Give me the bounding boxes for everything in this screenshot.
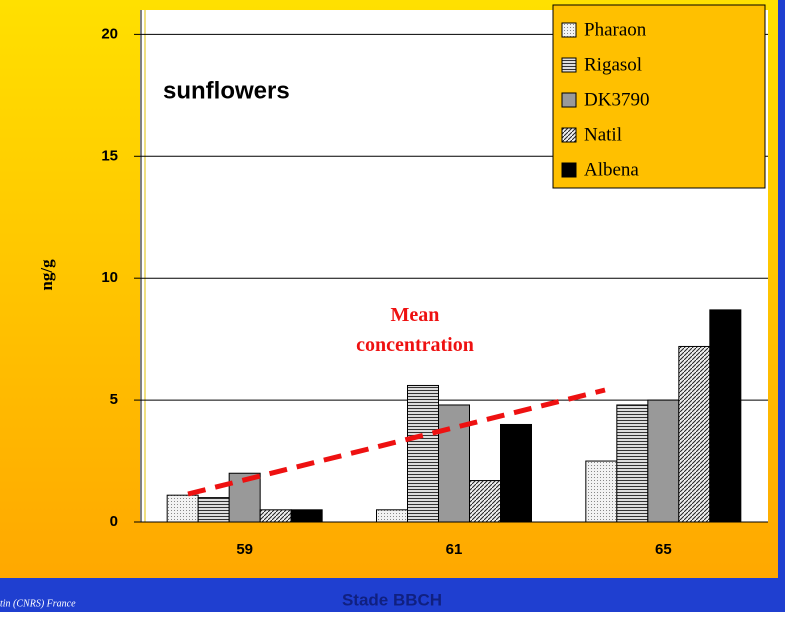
y-tick-label: 15 — [101, 147, 118, 164]
legend-label: Natil — [584, 124, 622, 145]
y-tick-label: 0 — [110, 513, 118, 530]
legend-label: DK3790 — [584, 89, 649, 110]
legend-label: Albena — [584, 159, 639, 180]
footer: tin (CNRS) France — [0, 598, 76, 609]
bar — [407, 384, 439, 523]
bar — [709, 309, 742, 523]
bar — [469, 480, 501, 523]
bar — [290, 509, 323, 523]
legend-swatch — [561, 92, 577, 108]
bar — [678, 345, 711, 523]
bar — [647, 399, 680, 523]
legend-label: Pharaon — [584, 19, 647, 40]
y-tick-label: 20 — [101, 25, 118, 42]
legend-swatch — [561, 162, 577, 178]
bar — [616, 404, 649, 523]
legend-box — [552, 4, 766, 189]
y-tick-label: 10 — [101, 269, 118, 286]
x-axis-label: Stade BBCH — [342, 590, 442, 609]
bar — [500, 423, 532, 523]
mean-trend-line — [187, 387, 606, 497]
legend-swatch — [561, 127, 577, 143]
bar — [585, 460, 618, 523]
bar — [166, 494, 199, 523]
annotation-box: Mean concentration — [356, 304, 474, 356]
bar — [376, 509, 408, 523]
legend-swatch — [561, 22, 577, 38]
legend-label: Rigasol — [584, 54, 642, 75]
y-axis-label: ng/g — [37, 259, 56, 291]
chart-title: sunflowers — [163, 77, 290, 104]
x-tick-label: 59 — [236, 541, 253, 558]
bar — [197, 497, 230, 523]
x-tick-label: 61 — [446, 541, 463, 558]
x-tick-label: 65 — [655, 541, 672, 558]
legend-swatch — [561, 57, 577, 73]
bars — [166, 309, 742, 523]
bar — [259, 509, 292, 523]
y-tick-label: 5 — [110, 391, 118, 408]
annotation: Mean concentration — [356, 304, 474, 356]
legend: Pharaon Rigasol DK3790 Natil Albena — [561, 19, 649, 180]
